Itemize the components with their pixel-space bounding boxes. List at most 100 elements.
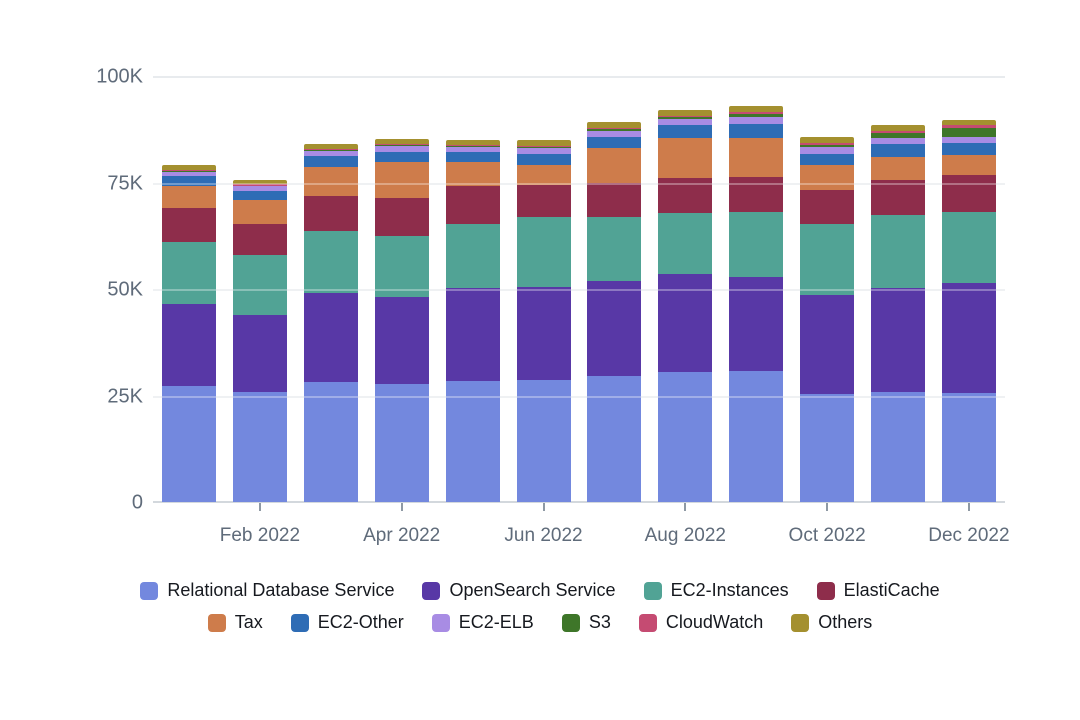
bar-segment-s3[interactable] xyxy=(162,171,216,172)
bar-segment-ec2-elb[interactable] xyxy=(162,171,216,177)
bar-segment-tax[interactable] xyxy=(658,137,713,178)
bar-segment-elasticache[interactable] xyxy=(587,182,642,218)
bar-apr-2022[interactable] xyxy=(374,139,429,502)
bar-segment-opensearch-service[interactable] xyxy=(162,303,216,386)
bar-segment-ec2-other[interactable] xyxy=(800,153,855,166)
bar-segment-ec2-instances[interactable] xyxy=(800,224,855,295)
bar-segment-ec2-elb[interactable] xyxy=(374,146,429,153)
bar-segment-tax[interactable] xyxy=(941,154,996,175)
bar-segment-tax[interactable] xyxy=(303,167,358,196)
bar-segment-ec2-elb[interactable] xyxy=(445,146,500,153)
bar-segment-ec2-other[interactable] xyxy=(658,125,713,138)
bar-segment-others[interactable] xyxy=(374,139,429,145)
legend-item-opensearch-service[interactable]: OpenSearch Service xyxy=(422,580,616,601)
bar-segment-opensearch-service[interactable] xyxy=(587,280,642,377)
legend-item-others[interactable]: Others xyxy=(791,612,872,633)
bar-segment-s3[interactable] xyxy=(871,133,925,139)
bar-segment-opensearch-service[interactable] xyxy=(941,283,996,393)
bar-segment-s3[interactable] xyxy=(445,145,500,147)
bar-segment-elasticache[interactable] xyxy=(871,179,925,215)
bar-segment-s3[interactable] xyxy=(658,117,713,119)
bar-segment-opensearch-service[interactable] xyxy=(516,287,571,381)
legend-item-elasticache[interactable]: ElastiCache xyxy=(816,580,940,601)
bar-segment-others[interactable] xyxy=(162,165,216,170)
bar-segment-relational-database-service[interactable] xyxy=(162,385,216,502)
bar-segment-cloudwatch[interactable] xyxy=(587,127,642,130)
bar-segment-tax[interactable] xyxy=(871,156,925,180)
bar-segment-cloudwatch[interactable] xyxy=(800,142,855,145)
bar-segment-ec2-other[interactable] xyxy=(871,144,925,157)
bar-segment-ec2-other[interactable] xyxy=(941,143,996,155)
legend-item-ec2-other[interactable]: EC2-Other xyxy=(290,612,404,633)
bar-segment-ec2-instances[interactable] xyxy=(303,230,358,294)
bar-segment-opensearch-service[interactable] xyxy=(871,287,925,392)
legend-item-relational-database-service[interactable]: Relational Database Service xyxy=(140,580,394,601)
bar-segment-ec2-elb[interactable] xyxy=(800,147,855,154)
bar-may-2022[interactable] xyxy=(445,139,500,502)
bar-segment-others[interactable] xyxy=(658,109,713,116)
bar-segment-tax[interactable] xyxy=(800,165,855,190)
bar-segment-s3[interactable] xyxy=(800,144,855,148)
legend-item-cloudwatch[interactable]: CloudWatch xyxy=(638,612,763,633)
bar-segment-s3[interactable] xyxy=(941,128,996,137)
bar-segment-relational-database-service[interactable] xyxy=(516,380,571,502)
bar-segment-relational-database-service[interactable] xyxy=(658,371,713,502)
bar-segment-s3[interactable] xyxy=(587,129,642,131)
bar-segment-elasticache[interactable] xyxy=(445,186,500,224)
bar-segment-others[interactable] xyxy=(445,139,500,145)
bar-segment-elasticache[interactable] xyxy=(800,189,855,225)
bar-segment-s3[interactable] xyxy=(374,145,429,147)
bar-segment-cloudwatch[interactable] xyxy=(658,115,713,118)
bar-segment-ec2-instances[interactable] xyxy=(445,223,500,289)
bar-jul-2022[interactable] xyxy=(587,121,642,502)
bar-segment-relational-database-service[interactable] xyxy=(232,392,287,502)
bar-segment-ec2-instances[interactable] xyxy=(729,212,784,277)
bar-segment-relational-database-service[interactable] xyxy=(800,393,855,502)
bar-dec-2022[interactable] xyxy=(941,119,996,502)
bar-segment-others[interactable] xyxy=(303,144,358,149)
bar-segment-ec2-instances[interactable] xyxy=(516,217,571,288)
bar-segment-cloudwatch[interactable] xyxy=(374,144,429,146)
bar-segment-opensearch-service[interactable] xyxy=(303,293,358,383)
bar-oct-2022[interactable] xyxy=(800,137,855,502)
bar-segment-opensearch-service[interactable] xyxy=(232,315,287,393)
bar-segment-cloudwatch[interactable] xyxy=(162,169,216,172)
bar-jun-2022[interactable] xyxy=(516,140,571,502)
bar-segment-relational-database-service[interactable] xyxy=(871,391,925,502)
bar-segment-ec2-other[interactable] xyxy=(374,152,429,163)
bar-segment-elasticache[interactable] xyxy=(232,223,287,256)
bar-segment-s3[interactable] xyxy=(729,113,784,118)
bar-segment-others[interactable] xyxy=(587,121,642,128)
bar-segment-ec2-instances[interactable] xyxy=(871,214,925,288)
bar-segment-others[interactable] xyxy=(729,105,784,112)
bar-segment-cloudwatch[interactable] xyxy=(871,131,925,134)
legend-item-s3[interactable]: S3 xyxy=(561,612,611,633)
bar-segment-elasticache[interactable] xyxy=(941,174,996,212)
bar-segment-cloudwatch[interactable] xyxy=(729,111,784,114)
bar-segment-tax[interactable] xyxy=(587,148,642,183)
bar-segment-tax[interactable] xyxy=(516,165,571,186)
bar-segment-elasticache[interactable] xyxy=(303,195,358,231)
bar-segment-opensearch-service[interactable] xyxy=(374,297,429,384)
bar-segment-tax[interactable] xyxy=(232,200,287,224)
bar-segment-relational-database-service[interactable] xyxy=(941,392,996,502)
bar-segment-cloudwatch[interactable] xyxy=(303,148,358,151)
bar-segment-relational-database-service[interactable] xyxy=(587,376,642,502)
bar-segment-others[interactable] xyxy=(800,137,855,143)
legend-item-ec2-instances[interactable]: EC2-Instances xyxy=(643,580,789,601)
bar-segment-opensearch-service[interactable] xyxy=(729,276,784,371)
bar-segment-relational-database-service[interactable] xyxy=(729,370,784,502)
bar-segment-ec2-other[interactable] xyxy=(587,136,642,149)
bar-segment-opensearch-service[interactable] xyxy=(800,294,855,394)
bar-sep-2022[interactable] xyxy=(729,105,784,502)
bar-segment-elasticache[interactable] xyxy=(729,177,784,213)
bar-segment-elasticache[interactable] xyxy=(374,198,429,236)
bar-segment-ec2-instances[interactable] xyxy=(232,255,287,316)
bar-segment-ec2-elb[interactable] xyxy=(658,118,713,126)
bar-feb-2022[interactable] xyxy=(232,180,287,502)
bar-segment-ec2-elb[interactable] xyxy=(303,151,358,157)
bar-nov-2022[interactable] xyxy=(871,125,925,502)
bar-segment-ec2-other[interactable] xyxy=(162,176,216,186)
bar-segment-ec2-instances[interactable] xyxy=(162,242,216,304)
bar-segment-cloudwatch[interactable] xyxy=(445,144,500,146)
